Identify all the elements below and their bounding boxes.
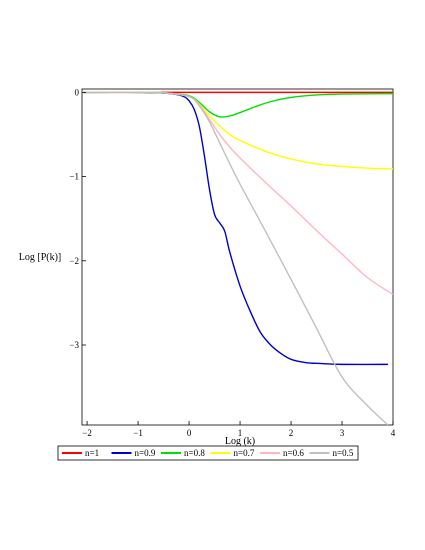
y-tick-label: 0 xyxy=(75,87,80,97)
y-tick-label: −3 xyxy=(69,340,79,350)
legend: n=1 n=0.9 n=0.8 n=0.7 n=0.6 n=0.5 xyxy=(57,445,359,461)
x-axis-label: Log (k) xyxy=(225,436,255,447)
x-axis-ticks: −2 −1 0 1 2 3 4 xyxy=(82,421,396,438)
plot-area xyxy=(81,88,394,426)
legend-label: n=0.7 xyxy=(234,448,255,458)
legend-label: n=1 xyxy=(85,448,99,458)
x-tick-label: 2 xyxy=(289,428,294,438)
series-line-6 xyxy=(81,91,389,426)
series-layer xyxy=(81,91,394,426)
series-line-4 xyxy=(81,91,394,170)
y-axis-label: Log [P(k)] xyxy=(19,252,62,263)
y-tick-label: −2 xyxy=(69,256,79,266)
series-line-3 xyxy=(81,91,394,118)
x-tick-label: 3 xyxy=(340,428,345,438)
y-axis-ticks: 0 −1 −2 −3 xyxy=(69,87,86,350)
series-line-5 xyxy=(81,91,394,296)
legend-label: n=0.8 xyxy=(184,448,205,458)
x-tick-label: −1 xyxy=(133,428,143,438)
plot-frame xyxy=(81,88,394,426)
y-tick-label: −1 xyxy=(69,172,79,182)
legend-frame xyxy=(57,445,359,461)
x-tick-label: 4 xyxy=(391,428,396,438)
legend-label: n=0.6 xyxy=(283,448,304,458)
series-line-2 xyxy=(81,91,388,366)
legend-label: n=0.5 xyxy=(333,448,354,458)
x-tick-label: 1 xyxy=(238,428,243,438)
x-tick-label: 0 xyxy=(187,428,192,438)
x-tick-label: −2 xyxy=(82,428,92,438)
legend-label: n=0.9 xyxy=(135,448,156,458)
